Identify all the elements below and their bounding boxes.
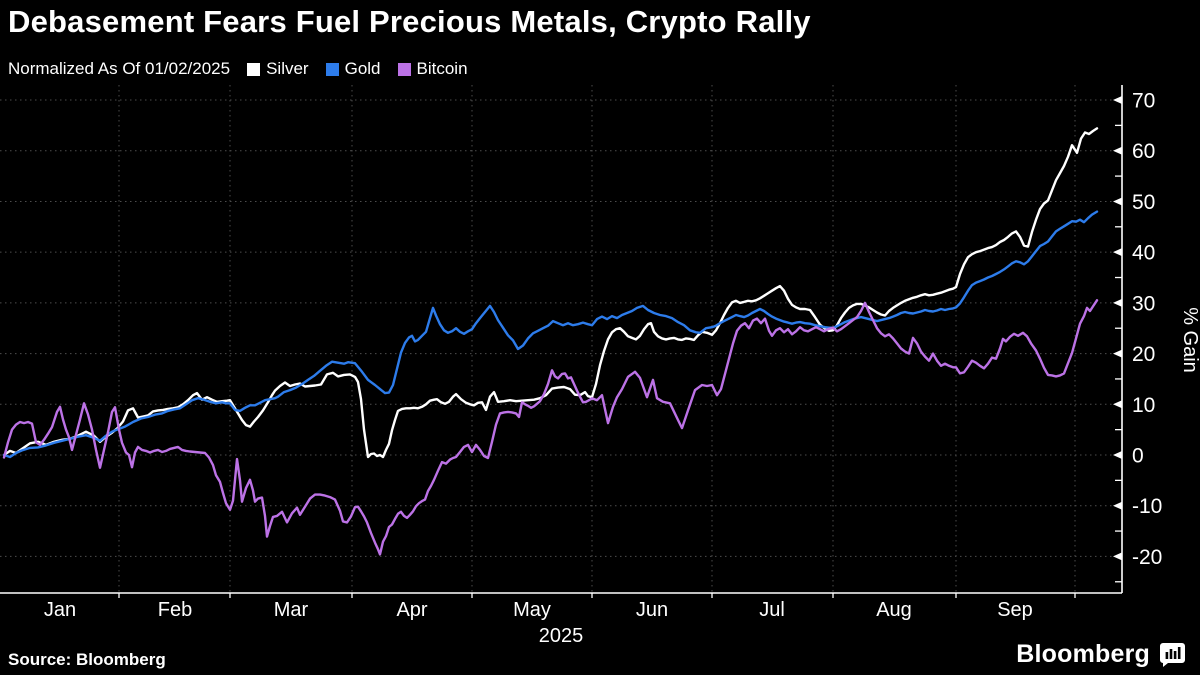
silver-swatch-icon: [247, 62, 261, 76]
y-tick-label: -10: [1132, 495, 1162, 518]
y-tick-label: 40: [1132, 242, 1155, 265]
legend-label-silver: Silver: [266, 59, 309, 78]
y-major-tick-icon: [1113, 451, 1122, 459]
y-tick-label: 60: [1132, 140, 1155, 163]
legend-label-bitcoin: Bitcoin: [416, 59, 468, 78]
y-axis-title: % Gain: [1179, 307, 1200, 373]
y-major-tick-icon: [1113, 96, 1122, 105]
x-month-label: Jan: [44, 599, 76, 621]
y-major-tick-icon: [1113, 197, 1122, 206]
x-month-label: Jul: [759, 599, 785, 621]
y-major-tick-icon: [1113, 400, 1122, 409]
y-major-tick-icon: [1113, 349, 1122, 358]
legend-item-gold: Gold: [325, 59, 381, 79]
x-month-label: Feb: [158, 599, 192, 621]
y-major-tick-icon: [1113, 146, 1122, 155]
y-major-tick-icon: [1113, 248, 1122, 257]
bitcoin-swatch-icon: [397, 62, 411, 76]
series-line-silver: [2, 127, 1099, 459]
bloomberg-terminal-icon: [1160, 642, 1185, 667]
x-year-label: 2025: [539, 625, 584, 647]
y-tick-label: 0: [1132, 445, 1144, 468]
bloomberg-logo-text: Bloomberg: [1016, 640, 1150, 668]
x-month-label: May: [513, 599, 551, 621]
bloomberg-logo: Bloomberg: [1016, 640, 1186, 669]
legend-label-gold: Gold: [344, 59, 381, 78]
y-tick-label: 50: [1132, 191, 1155, 214]
y-tick-label: 30: [1132, 292, 1155, 315]
x-month-label: Mar: [274, 599, 309, 621]
legend-item-silver: Silver: [247, 59, 309, 79]
gold-swatch-icon: [325, 62, 339, 76]
y-tick-label: 10: [1132, 394, 1155, 417]
x-month-label: Jun: [636, 599, 668, 621]
chart-subtitle: Normalized As Of 01/02/2025: [8, 59, 231, 78]
x-month-label: Apr: [396, 599, 427, 621]
y-tick-label: 70: [1132, 90, 1155, 113]
x-month-label: Sep: [997, 599, 1033, 621]
x-month-label: Aug: [876, 599, 912, 621]
legend: Normalized As Of 01/02/2025 Silver Gold …: [8, 59, 468, 79]
y-major-tick-icon: [1113, 552, 1122, 561]
series-line-bitcoin: [2, 299, 1099, 556]
y-tick-label: -20: [1132, 546, 1162, 569]
y-tick-label: 20: [1132, 343, 1155, 366]
y-major-tick-icon: [1113, 298, 1122, 307]
legend-item-bitcoin: Bitcoin: [397, 59, 468, 79]
page-title: Debasement Fears Fuel Precious Metals, C…: [8, 4, 811, 39]
source-note: Source: Bloomberg: [8, 650, 166, 669]
y-major-tick-icon: [1113, 501, 1122, 510]
series-line-gold: [2, 210, 1099, 459]
